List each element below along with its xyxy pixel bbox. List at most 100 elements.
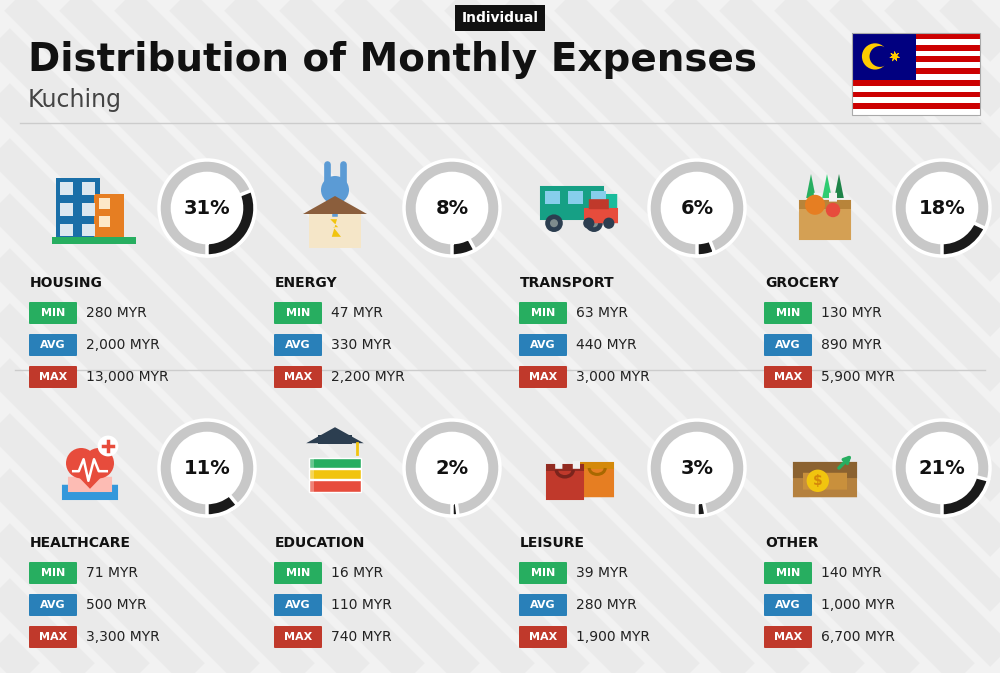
FancyBboxPatch shape (68, 476, 112, 492)
FancyBboxPatch shape (62, 485, 118, 500)
Text: Distribution of Monthly Expenses: Distribution of Monthly Expenses (28, 41, 757, 79)
FancyBboxPatch shape (309, 469, 314, 479)
FancyBboxPatch shape (29, 626, 77, 648)
FancyBboxPatch shape (309, 480, 361, 491)
FancyBboxPatch shape (852, 74, 980, 80)
FancyBboxPatch shape (540, 186, 604, 220)
Text: 2,200 MYR: 2,200 MYR (331, 370, 405, 384)
Text: 11%: 11% (184, 458, 230, 478)
Circle shape (907, 174, 977, 242)
FancyBboxPatch shape (764, 594, 812, 616)
FancyBboxPatch shape (94, 194, 124, 238)
FancyBboxPatch shape (29, 594, 77, 616)
FancyBboxPatch shape (60, 223, 73, 236)
Circle shape (172, 433, 242, 503)
Text: MAX: MAX (284, 372, 312, 382)
Wedge shape (404, 160, 500, 256)
Text: 3,300 MYR: 3,300 MYR (86, 630, 160, 644)
FancyBboxPatch shape (519, 334, 567, 356)
Text: AVG: AVG (775, 600, 801, 610)
Polygon shape (889, 51, 900, 61)
FancyBboxPatch shape (274, 366, 322, 388)
Text: 140 MYR: 140 MYR (821, 566, 882, 580)
Text: OTHER: OTHER (765, 536, 818, 550)
FancyBboxPatch shape (82, 182, 95, 194)
Text: 47 MYR: 47 MYR (331, 306, 383, 320)
FancyBboxPatch shape (764, 334, 812, 356)
Text: 1,000 MYR: 1,000 MYR (821, 598, 895, 612)
FancyBboxPatch shape (60, 203, 73, 215)
FancyBboxPatch shape (568, 191, 583, 204)
Circle shape (807, 470, 829, 492)
FancyBboxPatch shape (852, 109, 980, 115)
FancyBboxPatch shape (52, 237, 136, 244)
Text: 500 MYR: 500 MYR (86, 598, 147, 612)
FancyBboxPatch shape (274, 562, 322, 584)
Text: 71 MYR: 71 MYR (86, 566, 138, 580)
FancyBboxPatch shape (546, 464, 584, 500)
Wedge shape (697, 502, 706, 516)
FancyBboxPatch shape (274, 302, 322, 324)
Text: 63 MYR: 63 MYR (576, 306, 628, 320)
Text: AVG: AVG (40, 340, 66, 350)
Wedge shape (649, 420, 745, 516)
FancyBboxPatch shape (764, 366, 812, 388)
Text: AVG: AVG (775, 340, 801, 350)
Text: AVG: AVG (530, 600, 556, 610)
Text: MAX: MAX (284, 632, 312, 642)
Wedge shape (452, 502, 458, 516)
Circle shape (84, 448, 114, 479)
Circle shape (417, 433, 487, 503)
FancyBboxPatch shape (274, 594, 322, 616)
Text: HOUSING: HOUSING (30, 276, 103, 290)
FancyBboxPatch shape (99, 216, 110, 227)
Text: MIN: MIN (776, 308, 800, 318)
Wedge shape (894, 420, 990, 516)
Circle shape (583, 217, 594, 229)
Text: 16 MYR: 16 MYR (331, 566, 383, 580)
FancyBboxPatch shape (545, 191, 560, 204)
Circle shape (172, 174, 242, 242)
Text: 2%: 2% (435, 458, 469, 478)
FancyBboxPatch shape (580, 462, 614, 469)
Text: MAX: MAX (529, 632, 557, 642)
Text: 440 MYR: 440 MYR (576, 338, 637, 352)
Text: 5,900 MYR: 5,900 MYR (821, 370, 895, 384)
FancyBboxPatch shape (589, 199, 609, 209)
FancyBboxPatch shape (584, 208, 618, 223)
FancyBboxPatch shape (580, 462, 614, 497)
Text: MIN: MIN (531, 308, 555, 318)
Text: 890 MYR: 890 MYR (821, 338, 882, 352)
Text: 3%: 3% (680, 458, 714, 478)
FancyBboxPatch shape (309, 458, 361, 468)
Text: 740 MYR: 740 MYR (331, 630, 392, 644)
FancyBboxPatch shape (764, 302, 812, 324)
Text: MIN: MIN (531, 568, 555, 578)
FancyBboxPatch shape (852, 33, 980, 39)
Text: Individual: Individual (462, 11, 538, 25)
FancyBboxPatch shape (803, 472, 847, 490)
Circle shape (862, 43, 888, 69)
FancyBboxPatch shape (318, 435, 352, 444)
FancyBboxPatch shape (852, 50, 980, 57)
FancyBboxPatch shape (852, 39, 980, 44)
FancyBboxPatch shape (519, 626, 567, 648)
FancyBboxPatch shape (309, 214, 361, 248)
Text: MAX: MAX (529, 372, 557, 382)
Text: MIN: MIN (41, 568, 65, 578)
FancyBboxPatch shape (852, 103, 980, 109)
FancyBboxPatch shape (546, 464, 584, 471)
Polygon shape (303, 196, 367, 214)
Text: MIN: MIN (776, 568, 800, 578)
FancyBboxPatch shape (519, 366, 567, 388)
Text: AVG: AVG (530, 340, 556, 350)
FancyBboxPatch shape (56, 178, 100, 238)
Circle shape (98, 435, 118, 456)
FancyBboxPatch shape (29, 334, 77, 356)
Wedge shape (894, 160, 990, 256)
Wedge shape (452, 238, 475, 256)
Circle shape (907, 433, 977, 503)
FancyBboxPatch shape (519, 302, 567, 324)
FancyBboxPatch shape (852, 44, 980, 50)
FancyBboxPatch shape (309, 480, 314, 491)
